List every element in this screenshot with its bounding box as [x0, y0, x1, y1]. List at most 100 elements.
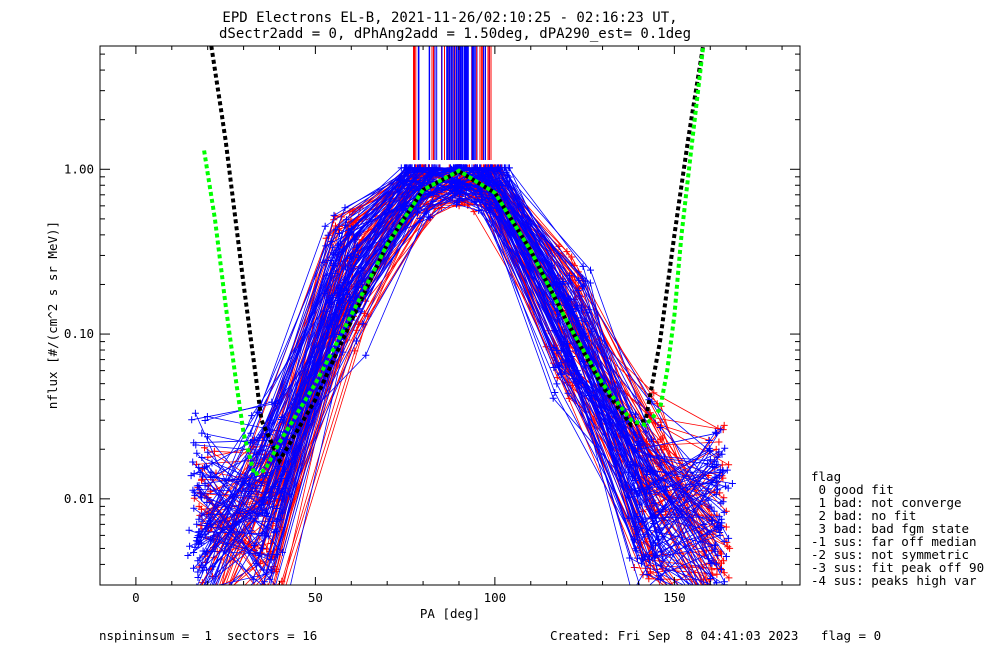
data-point-marker: [426, 214, 434, 222]
data-point-marker: [190, 439, 198, 447]
data-point-marker: [728, 480, 736, 487]
data-point-marker: [656, 424, 664, 431]
data-point-marker: [189, 486, 197, 494]
data-point-marker: [452, 184, 460, 192]
data-point-marker: [209, 604, 216, 611]
fit-curve-green: [202, 47, 706, 478]
data-point-marker: [207, 473, 215, 481]
footer-settings: nspininsum = 1 sectors = 16: [99, 628, 318, 643]
plot-frame: 0 50 100 150 0.01 0.10 1.00: [64, 45, 801, 605]
data-point-marker: [255, 433, 263, 441]
data-point-marker: [726, 544, 734, 552]
data-point-marker: [504, 164, 512, 172]
data-point-marker: [260, 566, 268, 574]
data-point-marker: [553, 380, 561, 388]
data-point-marker: [706, 456, 714, 464]
data-point-marker: [717, 426, 725, 434]
data-point-marker: [707, 593, 714, 600]
data-point-marker: [197, 539, 205, 547]
data-point-marker: [270, 591, 277, 598]
data-point-marker: [202, 616, 209, 623]
data-point-marker: [204, 433, 211, 441]
y-tick-label: 0.01: [64, 491, 94, 506]
data-point-marker: [399, 202, 407, 210]
data-point-marker: [199, 601, 206, 608]
data-point-marker: [578, 303, 586, 311]
data-point-marker: [266, 575, 274, 583]
data-point-marker: [414, 183, 422, 191]
data-point-marker: [253, 408, 261, 416]
data-point-marker: [708, 598, 715, 605]
data-point-marker: [564, 389, 572, 397]
x-tick-label: 50: [308, 590, 323, 605]
data-point-marker: [414, 164, 422, 172]
data-point-marker: [720, 494, 728, 502]
data-point-marker: [260, 578, 268, 585]
data-point-marker: [633, 525, 641, 533]
data-point-marker: [198, 454, 206, 461]
data-point-marker: [495, 174, 503, 182]
data-point-marker: [557, 369, 565, 377]
data-point-marker: [195, 515, 203, 523]
data-point-marker: [632, 431, 640, 439]
data-point-marker: [715, 438, 723, 446]
data-point-marker: [347, 225, 355, 232]
data-point-marker: [200, 582, 202, 585]
data-point-marker: [323, 307, 331, 315]
data-point-marker: [195, 609, 202, 616]
data-point-marker: [703, 615, 710, 622]
x-axis-label: PA [deg]: [420, 606, 480, 621]
data-point-marker: [650, 520, 658, 527]
data-point-marker: [186, 542, 194, 550]
data-point-marker: [720, 537, 728, 545]
data-point-marker: [713, 565, 721, 573]
data-point-marker: [642, 428, 650, 436]
data-point-marker: [631, 460, 639, 468]
data-point-marker: [640, 533, 648, 541]
data-point-marker: [658, 446, 666, 454]
data-point-marker: [569, 375, 577, 383]
data-point-marker: [276, 599, 283, 606]
data-point-marker: [194, 587, 201, 594]
data-point-marker: [204, 448, 212, 456]
data-point-marker: [708, 603, 715, 610]
y-axis-label: nflux [#/(cm^2 s sr MeV)]: [45, 221, 60, 409]
data-point-marker: [654, 572, 662, 580]
data-point-marker: [713, 453, 721, 461]
data-point-marker: [719, 498, 727, 506]
flag-legend: flag 0 good fit 1 bad: not converge 2 ba…: [811, 470, 984, 587]
data-point-marker: [582, 277, 590, 285]
data-point-marker: [190, 549, 198, 556]
data-point-marker: [493, 164, 501, 172]
data-point-marker: [720, 578, 728, 585]
data-point-marker: [192, 589, 199, 596]
data-point-marker: [580, 362, 588, 370]
data-point-marker: [198, 591, 205, 598]
data-point-marker: [196, 611, 203, 618]
data-point-marker: [550, 364, 558, 371]
data-point-marker: [709, 463, 717, 470]
data-point-marker: [708, 566, 716, 574]
data-point-marker: [248, 412, 256, 420]
data-point-marker: [710, 588, 717, 595]
data-point-marker: [551, 389, 559, 396]
y-tick-label: 0.10: [64, 326, 94, 341]
data-point-marker: [710, 612, 717, 619]
data-point-marker: [454, 196, 462, 204]
legend-item: 2 bad: no fit: [811, 508, 917, 523]
data-point-marker: [448, 180, 456, 187]
data-point-marker: [201, 417, 209, 424]
data-point-marker: [259, 544, 266, 552]
data-point-marker: [195, 482, 203, 489]
data-point-marker: [634, 554, 641, 562]
data-point-marker: [711, 457, 719, 465]
data-point-marker: [710, 611, 717, 618]
data-point-marker: [198, 429, 206, 437]
data-point-marker: [723, 466, 731, 474]
data-point-marker: [337, 240, 345, 248]
data-point-marker: [259, 472, 267, 480]
data-point-marker: [210, 619, 217, 626]
data-point-marker: [196, 583, 198, 585]
data-point-marker: [549, 394, 557, 402]
data-point-marker: [405, 165, 413, 173]
